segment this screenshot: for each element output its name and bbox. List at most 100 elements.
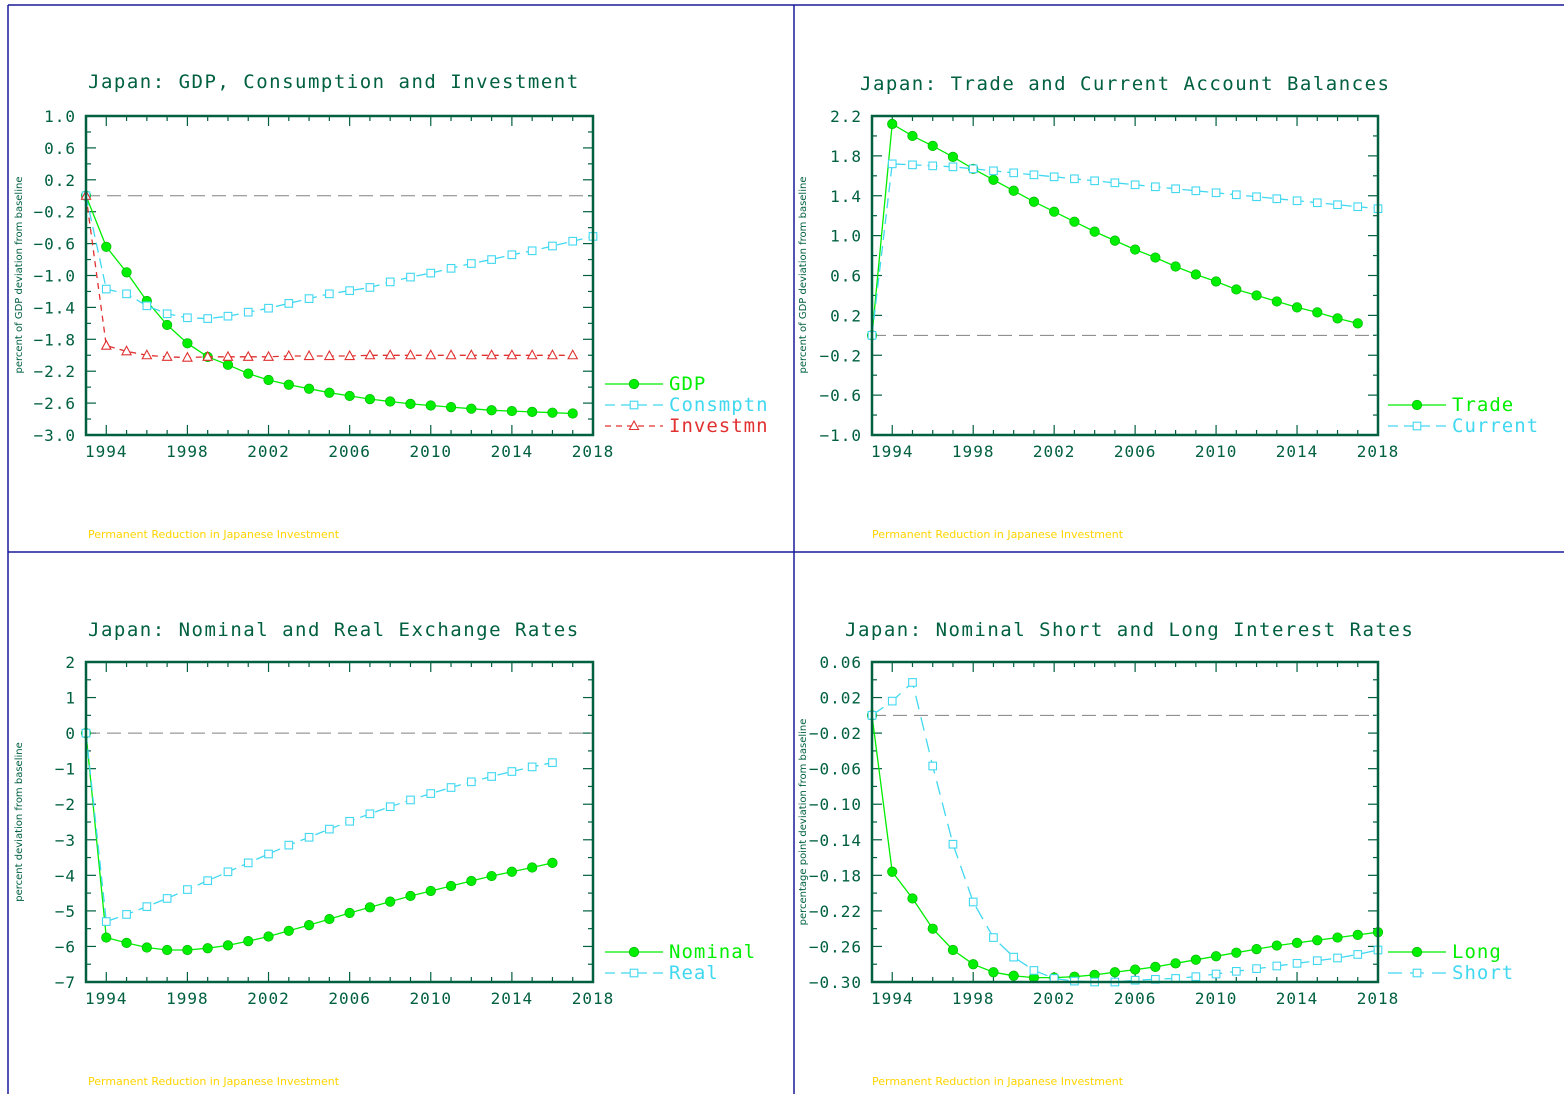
data-point xyxy=(385,896,396,907)
legend-marker xyxy=(628,378,640,390)
data-point xyxy=(141,942,152,953)
data-point xyxy=(303,920,315,931)
data-point xyxy=(1251,944,1262,955)
data-point xyxy=(1210,951,1222,962)
data-point xyxy=(445,349,457,360)
data-point xyxy=(1231,190,1241,200)
series-line xyxy=(85,733,553,951)
data-point xyxy=(506,349,518,360)
data-point xyxy=(567,408,578,419)
y-tick-label: −2.6 xyxy=(33,394,76,413)
data-point xyxy=(1333,953,1342,963)
data-point xyxy=(1312,198,1322,208)
data-point xyxy=(568,236,578,246)
data-point xyxy=(948,162,958,172)
chart-panel-3: Japan: Nominal and Real Exchange Rates pe… xyxy=(14,619,755,1088)
data-point xyxy=(527,862,538,873)
data-point xyxy=(425,349,437,360)
series-real xyxy=(81,728,557,926)
series-line xyxy=(85,195,573,415)
data-point xyxy=(506,405,517,417)
legend-label: Current xyxy=(1452,415,1539,437)
data-point xyxy=(907,130,918,142)
data-point xyxy=(1312,307,1323,318)
y-tick-label: −1.4 xyxy=(33,298,76,317)
data-point xyxy=(1211,188,1221,198)
data-point xyxy=(183,313,192,323)
data-point xyxy=(283,925,294,936)
data-point xyxy=(181,351,193,362)
data-point xyxy=(1271,296,1282,307)
data-point xyxy=(426,268,436,278)
data-point xyxy=(284,840,294,850)
data-point xyxy=(303,349,315,361)
data-point xyxy=(405,890,416,902)
data-point xyxy=(507,767,517,776)
data-point xyxy=(466,259,476,268)
x-tick-label: 2002 xyxy=(247,989,290,1008)
data-point xyxy=(283,379,294,390)
data-point xyxy=(928,761,938,771)
data-point xyxy=(101,932,112,943)
series-gdp xyxy=(80,190,578,419)
x-tick-label: 2014 xyxy=(491,442,534,461)
data-point xyxy=(1109,235,1120,246)
data-point xyxy=(365,283,375,292)
y-tick-label: −0.30 xyxy=(809,973,862,992)
x-tick-label: 1994 xyxy=(85,442,128,461)
data-point xyxy=(223,311,233,321)
data-point xyxy=(1009,952,1019,962)
y-tick-label: −2.2 xyxy=(33,362,76,381)
data-point xyxy=(548,241,557,251)
series-current xyxy=(867,159,1383,340)
data-point xyxy=(101,917,111,926)
series-line xyxy=(871,163,1379,336)
y-tick-label: 0.6 xyxy=(830,267,862,286)
data-point xyxy=(968,164,978,174)
data-point xyxy=(162,944,173,956)
x-tick-label: 2014 xyxy=(491,989,534,1008)
x-tick-label: 1998 xyxy=(166,989,209,1008)
plot-area-border xyxy=(870,660,1380,984)
x-tick-label: 2006 xyxy=(328,442,371,461)
y-tick-label: 0.2 xyxy=(830,306,862,325)
data-point xyxy=(1332,932,1343,943)
data-point xyxy=(404,349,417,360)
data-point xyxy=(527,762,537,772)
data-point xyxy=(222,359,234,370)
data-point xyxy=(1353,950,1363,959)
chart-panel-2: Japan: Trade and Current Account Balance… xyxy=(798,73,1539,541)
data-point xyxy=(1130,964,1141,975)
legend-marker xyxy=(629,968,639,978)
data-point xyxy=(263,931,274,942)
data-point xyxy=(1130,975,1140,985)
legend-label: GDP xyxy=(669,373,706,395)
plot-area-border xyxy=(870,114,1380,437)
y-tick-label: −0.2 xyxy=(819,346,862,365)
data-point xyxy=(325,824,334,834)
x-tick-label: 2018 xyxy=(1357,989,1400,1008)
data-point xyxy=(1211,969,1221,979)
series-consmptn xyxy=(81,191,598,323)
data-point xyxy=(324,387,335,398)
chart-title: Japan: Nominal and Real Exchange Rates xyxy=(88,619,580,641)
x-tick-label: 1998 xyxy=(166,442,209,461)
data-point xyxy=(1090,176,1099,186)
data-point xyxy=(1029,966,1039,975)
data-point xyxy=(243,368,254,379)
data-point xyxy=(1292,958,1302,968)
data-point xyxy=(264,303,273,313)
legend-marker xyxy=(629,400,639,410)
x-tick-label: 2014 xyxy=(1276,442,1319,461)
data-point xyxy=(385,396,396,407)
data-point xyxy=(948,839,958,849)
data-point xyxy=(446,263,456,273)
data-point xyxy=(161,350,173,361)
data-point xyxy=(426,789,436,798)
data-point xyxy=(1291,937,1303,948)
data-point xyxy=(242,350,254,361)
data-point xyxy=(1191,972,1201,982)
legend-label: Investmn xyxy=(669,415,769,437)
data-point xyxy=(121,267,132,278)
